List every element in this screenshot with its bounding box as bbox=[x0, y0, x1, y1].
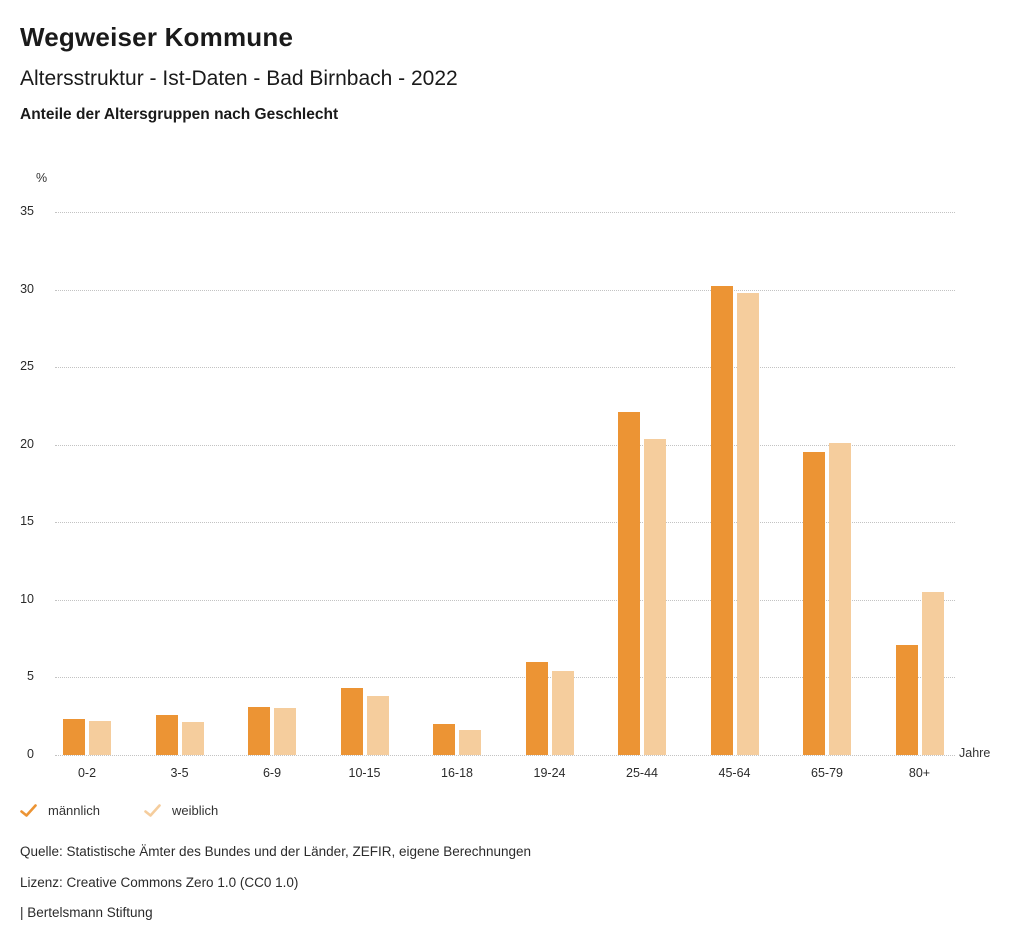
bar-männlich-10-15 bbox=[340, 688, 363, 755]
y-tick-label-15: 15 bbox=[20, 514, 34, 529]
y-tick-label-0: 0 bbox=[27, 747, 34, 761]
license-text: Lizenz: Creative Commons Zero 1.0 (CC0 1… bbox=[20, 875, 299, 890]
chart-legend: männlich weiblich bbox=[20, 803, 218, 818]
chart-caption: Anteile der Altersgruppen nach Geschlech… bbox=[20, 106, 339, 123]
bar-weiblich-25-44 bbox=[644, 438, 666, 755]
bar-weiblich-65-79 bbox=[829, 443, 851, 755]
gridline-15 bbox=[55, 522, 955, 524]
y-tick-label-5: 5 bbox=[27, 669, 34, 684]
gridline-35 bbox=[55, 212, 955, 213]
legend-item-weiblich[interactable]: weiblich bbox=[144, 803, 218, 818]
page-title: Wegweiser Kommune bbox=[20, 22, 294, 52]
bar-männlich-16-18 bbox=[433, 723, 455, 755]
legend-item-maennlich[interactable]: männlich bbox=[20, 803, 100, 818]
x-tick-label-45-64: 45-64 bbox=[718, 766, 751, 780]
gridline-30 bbox=[55, 289, 955, 291]
gridline-10 bbox=[55, 599, 955, 601]
x-tick-label-10-15: 10-15 bbox=[348, 766, 381, 780]
check-icon bbox=[20, 803, 37, 817]
x-tick-label-0-2: 0-2 bbox=[77, 766, 97, 780]
y-tick-label-25: 25 bbox=[20, 359, 34, 374]
x-tick-label-25-44: 25-44 bbox=[626, 766, 658, 780]
y-tick-label-10: 10 bbox=[20, 591, 34, 606]
bar-weiblich-45-64 bbox=[736, 292, 759, 755]
y-tick-label-20: 20 bbox=[20, 436, 34, 451]
gridline-0 bbox=[55, 755, 955, 756]
bar-männlich-19-24 bbox=[525, 661, 548, 755]
bar-weiblich-3-5 bbox=[181, 722, 204, 755]
gridline-5 bbox=[55, 677, 955, 679]
gridline-25 bbox=[55, 367, 955, 369]
y-axis-unit-label: % bbox=[36, 171, 48, 185]
bar-männlich-80+ bbox=[895, 644, 918, 755]
bar-männlich-6-9 bbox=[248, 706, 270, 755]
x-tick-label-3-5: 3-5 bbox=[170, 766, 189, 780]
legend-label-weiblich: weiblich bbox=[172, 803, 219, 818]
bar-weiblich-6-9 bbox=[274, 708, 296, 755]
bar-männlich-45-64 bbox=[710, 286, 733, 755]
attribution-text: | Bertelsmann Stiftung bbox=[20, 905, 153, 920]
x-tick-label-6-9: 6-9 bbox=[262, 766, 282, 780]
bar-männlich-0-2 bbox=[63, 719, 85, 755]
bar-weiblich-10-15 bbox=[366, 696, 389, 755]
x-tick-label-80+: 80+ bbox=[908, 766, 931, 780]
bar-männlich-3-5 bbox=[155, 714, 178, 755]
y-tick-label-30: 30 bbox=[20, 281, 34, 296]
bar-weiblich-16-18 bbox=[459, 730, 481, 755]
gridline-20 bbox=[55, 444, 955, 446]
x-axis-title: Jahre bbox=[959, 746, 991, 760]
chart-subtitle: Altersstruktur - Ist-Daten - Bad Birnbac… bbox=[20, 67, 458, 90]
bar-männlich-65-79 bbox=[803, 452, 825, 755]
legend-label-maennlich: männlich bbox=[48, 803, 101, 818]
bar-weiblich-19-24 bbox=[551, 671, 574, 755]
bar-männlich-25-44 bbox=[618, 412, 640, 755]
bar-weiblich-80+ bbox=[921, 592, 944, 755]
bar-weiblich-0-2 bbox=[89, 720, 111, 755]
y-tick-label-35: 35 bbox=[20, 204, 34, 218]
x-tick-label-16-18: 16-18 bbox=[441, 766, 473, 780]
source-text: Quelle: Statistische Ämter des Bundes un… bbox=[20, 844, 532, 859]
x-tick-label-19-24: 19-24 bbox=[533, 766, 566, 780]
x-tick-label-65-79: 65-79 bbox=[811, 766, 843, 780]
check-icon bbox=[144, 803, 161, 817]
